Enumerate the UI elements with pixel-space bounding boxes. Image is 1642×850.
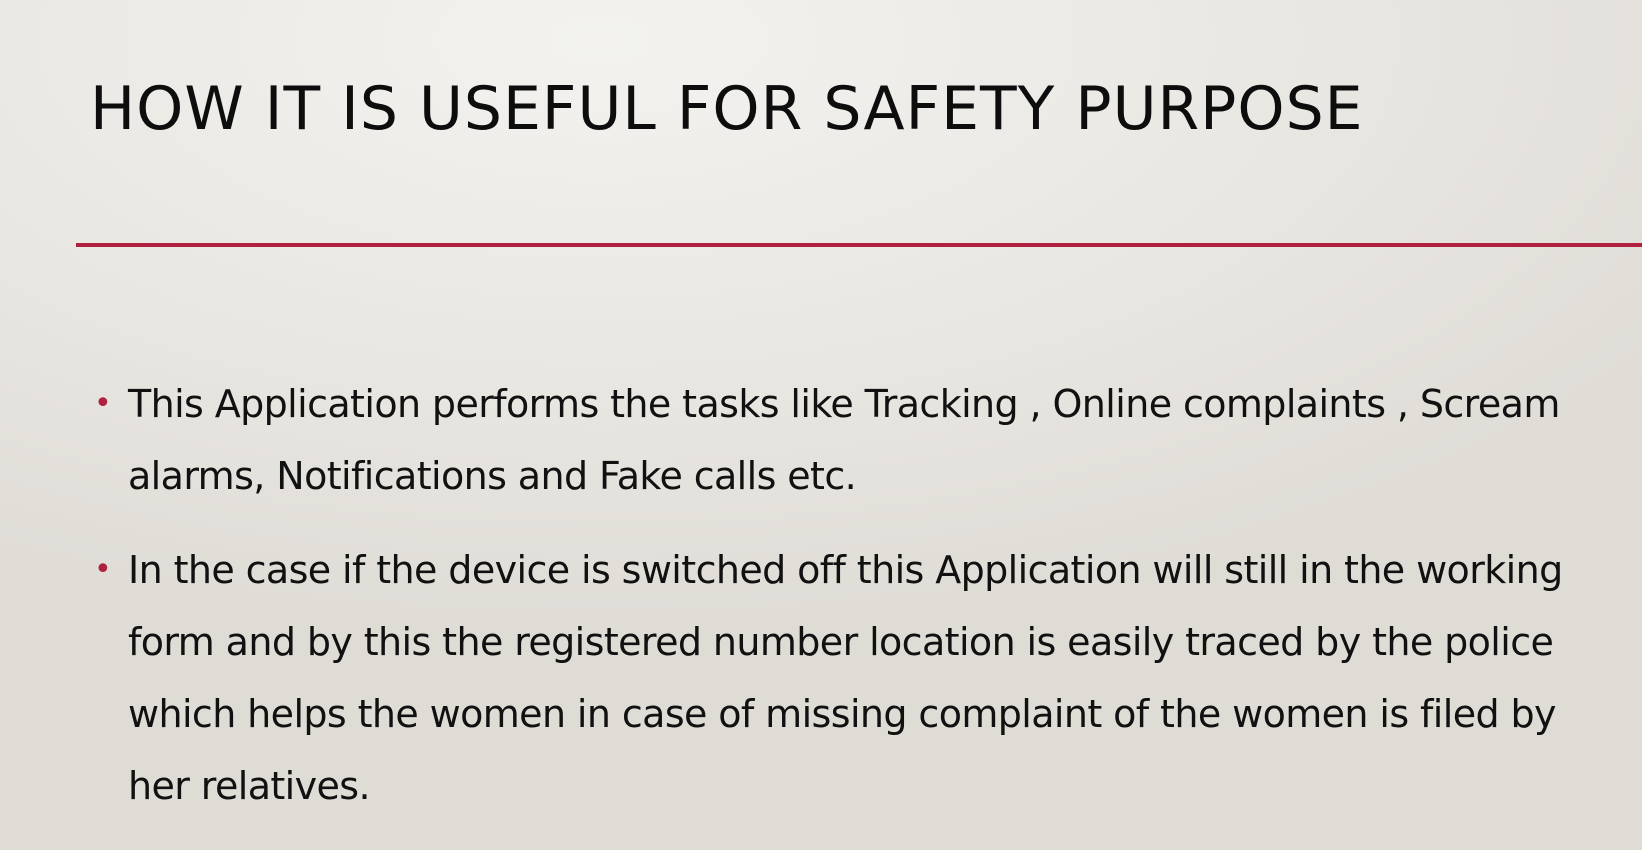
title-divider (76, 243, 1642, 247)
slide-title: HOW IT IS USEFUL FOR SAFETY PURPOSE (90, 74, 1364, 144)
bullet-item: • In the case if the device is switched … (90, 534, 1615, 822)
bullet-dot-icon: • (94, 552, 112, 587)
bullet-list: • This Application performs the tasks li… (90, 368, 1615, 844)
bullet-text: In the case if the device is switched of… (128, 548, 1563, 808)
bullet-item: • This Application performs the tasks li… (90, 368, 1615, 512)
bullet-dot-icon: • (94, 386, 112, 421)
bullet-text: This Application performs the tasks like… (128, 382, 1560, 498)
